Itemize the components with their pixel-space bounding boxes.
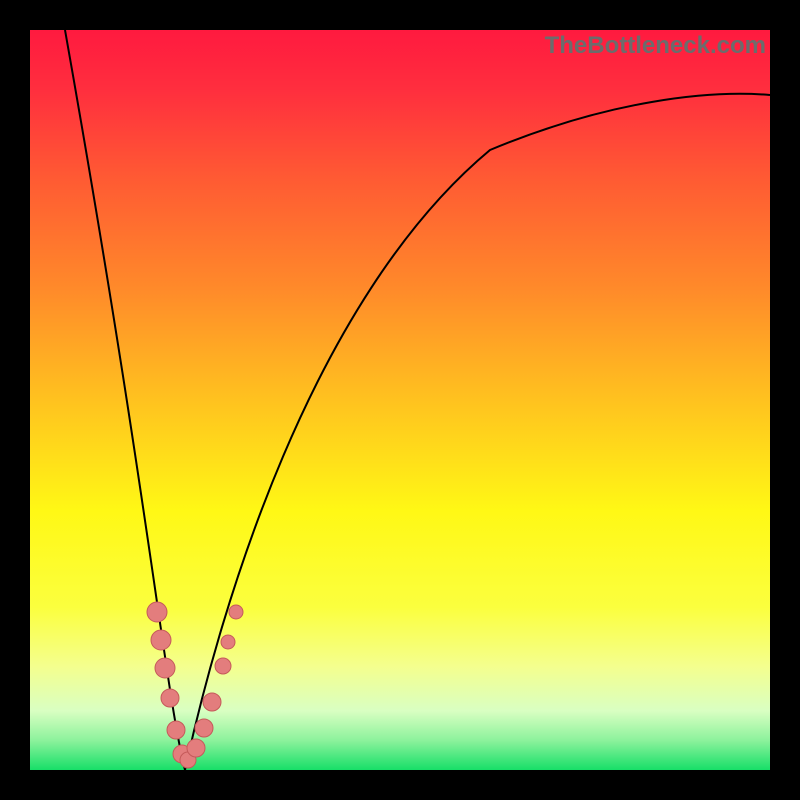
frame-border-bottom — [0, 770, 800, 800]
gradient-background — [30, 30, 770, 770]
data-marker — [161, 689, 179, 707]
data-marker — [221, 635, 235, 649]
data-marker — [203, 693, 221, 711]
bottleneck-chart-svg — [30, 30, 770, 770]
frame-border-left — [0, 0, 30, 800]
data-marker — [187, 739, 205, 757]
watermark-text: TheBottleneck.com — [545, 32, 766, 60]
plot-area: TheBottleneck.com — [30, 30, 770, 770]
data-marker — [147, 602, 167, 622]
chart-container: TheBottleneck.com — [0, 0, 800, 800]
data-marker — [167, 721, 185, 739]
data-marker — [215, 658, 231, 674]
frame-border-right — [770, 0, 800, 800]
data-marker — [155, 658, 175, 678]
data-marker — [229, 605, 243, 619]
frame-border-top — [0, 0, 800, 30]
data-marker — [195, 719, 213, 737]
data-marker — [151, 630, 171, 650]
